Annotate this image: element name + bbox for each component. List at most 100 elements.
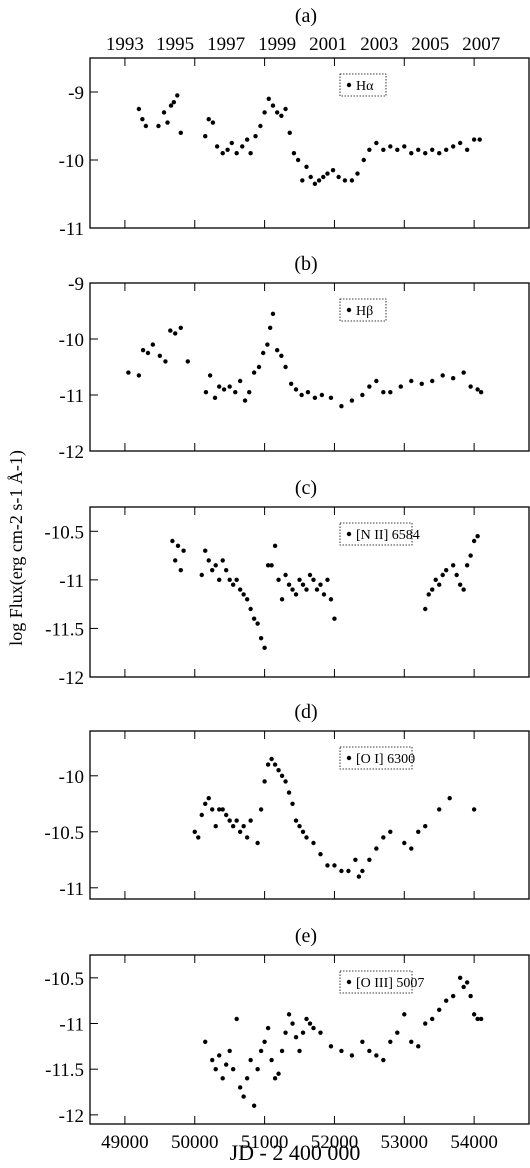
data-point [213,1066,218,1072]
legend-marker [346,979,352,985]
data-point [287,130,292,135]
data-point [269,563,274,568]
data-point [437,1007,442,1013]
data-point [185,359,190,364]
data-point [274,348,280,353]
data-point [471,137,477,142]
data-point [381,147,386,152]
data-point [221,387,227,392]
top-year-label: 1999 [258,34,296,55]
data-point [430,378,435,384]
data-point [206,796,211,801]
data-point [430,587,435,592]
y-tick-label: -12 [59,442,84,463]
data-point [437,151,442,156]
data-point [279,353,284,358]
y-tick-label: -11 [59,879,84,900]
data-point [227,818,232,823]
data-point [269,756,274,762]
top-year-label: 2005 [411,34,449,55]
data-point [316,178,322,183]
data-point [206,117,211,122]
panel-label: (b) [294,253,317,275]
data-point [395,147,400,152]
data-point [471,1012,477,1017]
data-point [461,370,466,375]
data-point [210,120,216,125]
data-point [349,398,355,403]
y-tick-label: -12 [59,668,84,689]
y-tick-label: -10 [59,767,84,788]
data-point [262,645,267,651]
y-tick-label: -11 [59,1015,84,1036]
data-point [318,852,323,857]
plot-frame [89,506,530,678]
data-point [304,835,309,840]
data-point [339,868,344,874]
data-point [293,1035,299,1040]
data-point [276,768,281,773]
data-point [290,1021,295,1026]
data-point [437,807,442,812]
data-point [230,1066,236,1072]
data-point [279,773,285,778]
panel-1: (a) -11 -10 -9 1993 1995 1997 1999 2001 2003 2005 2… [59,5,530,240]
data-point [381,1057,386,1063]
data-point [234,577,239,583]
data-point [346,868,351,874]
data-point [402,144,407,149]
data-point [339,1048,344,1054]
data-point [360,392,365,398]
data-point [450,376,456,381]
x-tick-label: 51000 [241,1132,289,1153]
legend-box [339,522,413,546]
data-point [272,1076,278,1081]
top-year-label: 1997 [207,34,245,55]
data-point [423,1021,428,1026]
data-point [290,587,295,592]
data-point [230,582,236,587]
data-point [332,616,337,621]
data-point [290,801,295,806]
data-point [307,1021,313,1026]
y-tick-label: -11 [59,571,84,592]
data-point [165,120,170,125]
data-point [248,606,253,612]
data-point [468,993,473,999]
data-point [241,1094,246,1099]
data-points [203,975,484,1108]
panel-label: (a) [295,5,317,27]
data-point [199,812,204,818]
data-point [443,147,449,152]
legend-box [339,298,387,322]
data-point [297,824,302,829]
data-point [251,370,257,375]
data-point [220,558,225,563]
data-point [457,582,463,587]
data-point [471,538,477,544]
panels: (a) -11 -10 -9 1993 1995 1997 1999 2001 2003 2005 2… [44,5,530,1153]
data-point [220,151,225,156]
data-point [279,1048,285,1054]
data-point [477,137,482,142]
data-point [269,1057,274,1063]
data-point [464,980,470,985]
data-point [229,140,234,146]
data-point [388,144,393,149]
data-point [361,157,366,163]
data-point [312,395,318,400]
data-point [475,533,480,539]
data-point [210,567,215,573]
y-tick-label: -10.5 [44,823,84,844]
data-point [161,110,167,115]
data-points [170,533,480,651]
data-point [293,818,299,823]
data-point [203,134,208,139]
data-point [353,857,358,862]
data-point [304,587,309,592]
data-point [156,123,161,129]
data-point [311,577,316,583]
data-point [237,829,243,834]
data-point [217,1053,222,1058]
data-point [244,137,250,142]
